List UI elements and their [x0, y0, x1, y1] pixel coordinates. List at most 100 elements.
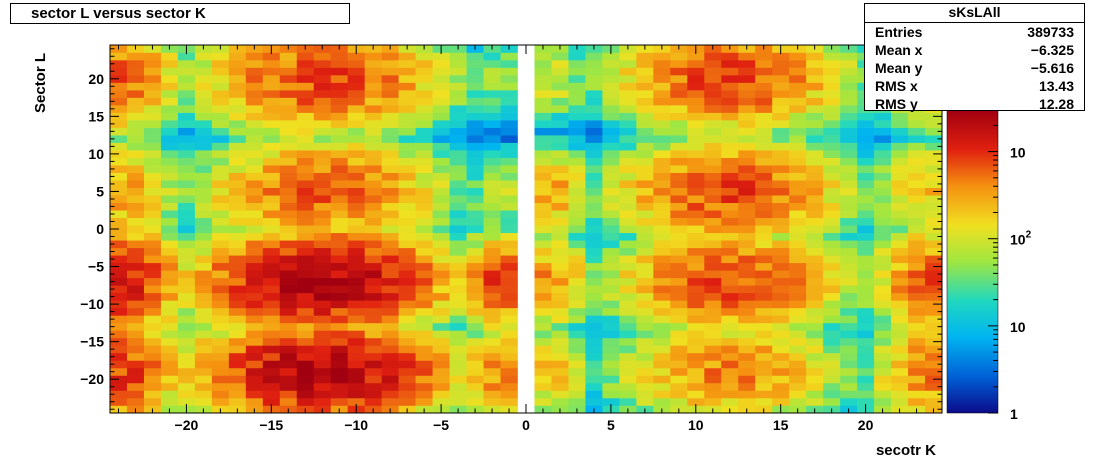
heatmap-cell: [738, 120, 756, 128]
heatmap-cell: [466, 330, 484, 339]
heatmap-cell: [738, 180, 756, 188]
heatmap-cell: [177, 150, 196, 158]
heatmap-cell: [194, 202, 213, 211]
heatmap-cell: [585, 90, 603, 98]
heatmap-cell: [160, 157, 179, 166]
heatmap-cell: [262, 315, 281, 324]
heatmap-cell: [636, 255, 654, 264]
heatmap-cell: [755, 67, 773, 76]
heatmap-cell: [721, 345, 739, 354]
heatmap-cell: [908, 262, 926, 271]
heatmap-cell: [806, 180, 824, 188]
heatmap-cell: [585, 172, 603, 181]
heatmap-cell: [500, 285, 518, 294]
heatmap-cell: [160, 292, 179, 301]
y-tick-label: 5: [96, 183, 104, 199]
heatmap-cell: [534, 195, 552, 204]
heatmap-cell: [653, 315, 671, 324]
heatmap-cell: [891, 195, 909, 204]
heatmap-cell: [823, 390, 841, 399]
heatmap-cell: [432, 187, 450, 196]
heatmap-cell: [143, 195, 162, 204]
heatmap-cell: [194, 397, 213, 406]
stats-value: 12.28: [1038, 96, 1074, 112]
heatmap-cell: [194, 165, 213, 173]
heatmap-cell: [381, 337, 399, 346]
heatmap-cell: [313, 262, 332, 271]
heatmap-cell: [160, 150, 179, 158]
heatmap-cell: [704, 367, 722, 376]
heatmap-cell: [670, 277, 688, 286]
heatmap-cell: [143, 142, 162, 151]
heatmap-cell: [500, 307, 518, 316]
heatmap-cell: [347, 67, 365, 76]
heatmap-cell: [432, 180, 450, 188]
heatmap-cell: [840, 60, 858, 68]
heatmap-cell: [177, 105, 196, 113]
heatmap-cell: [585, 180, 603, 188]
heatmap-cell: [755, 165, 773, 173]
heatmap-cell: [126, 277, 145, 286]
heatmap-cell: [483, 165, 501, 173]
heatmap-cell: [398, 232, 416, 241]
heatmap-cell: [364, 52, 382, 61]
heatmap-cell: [738, 255, 756, 264]
heatmap-cell: [653, 105, 671, 113]
heatmap-cell: [687, 67, 705, 76]
heatmap-cell: [211, 187, 230, 196]
heatmap-cell: [415, 367, 433, 376]
heatmap-cell: [279, 97, 298, 106]
heatmap-cell: [347, 382, 365, 391]
heatmap-cell: [262, 105, 281, 113]
heatmap-cell: [381, 120, 399, 128]
heatmap-cell: [806, 240, 824, 249]
heatmap-cell: [398, 195, 416, 204]
heatmap-cell: [466, 390, 484, 399]
heatmap-cell: [110, 142, 128, 151]
heatmap-cell: [160, 367, 179, 376]
heatmap-cell: [279, 382, 298, 391]
heatmap-cell: [687, 187, 705, 196]
heatmap-cell: [398, 382, 416, 391]
heatmap-cell: [126, 375, 145, 384]
heatmap-cell: [296, 247, 315, 256]
heatmap-cell: [755, 277, 773, 286]
heatmap-cell: [160, 82, 179, 91]
heatmap-cell: [823, 142, 841, 151]
heatmap-cell: [483, 285, 501, 294]
heatmap-cell: [398, 300, 416, 309]
heatmap-cell: [449, 337, 467, 346]
heatmap-cell: [585, 277, 603, 286]
heatmap-cell: [874, 262, 892, 271]
heatmap-cell: [840, 157, 858, 166]
heatmap-cell: [619, 105, 637, 113]
heatmap-cell: [806, 397, 824, 406]
heatmap-cell: [857, 225, 875, 234]
heatmap-cell: [432, 112, 450, 121]
heatmap-cell: [110, 157, 128, 166]
heatmap-cell: [585, 247, 603, 256]
heatmap-cell: [704, 315, 722, 324]
stats-value: 389733: [1027, 24, 1074, 40]
heatmap-cell: [840, 105, 858, 113]
heatmap-cell: [194, 120, 213, 128]
heatmap-cell: [228, 217, 247, 226]
heatmap-cell: [466, 217, 484, 226]
heatmap-cell: [364, 285, 382, 294]
heatmap-cell: [619, 75, 637, 83]
heatmap-cell: [398, 247, 416, 256]
heatmap-cell: [483, 52, 501, 61]
heatmap-cell: [721, 247, 739, 256]
heatmap-cell: [194, 150, 213, 158]
heatmap-cell: [194, 352, 213, 361]
heatmap-cell: [415, 255, 433, 264]
heatmap-cell: [194, 135, 213, 143]
heatmap-cell: [619, 112, 637, 121]
heatmap-cell: [500, 142, 518, 151]
heatmap-cell: [126, 217, 145, 226]
heatmap-cell: [228, 202, 247, 211]
heatmap-cell: [330, 285, 349, 294]
heatmap-cell: [823, 232, 841, 241]
heatmap-cell: [211, 142, 230, 151]
heatmap-cell: [704, 112, 722, 121]
